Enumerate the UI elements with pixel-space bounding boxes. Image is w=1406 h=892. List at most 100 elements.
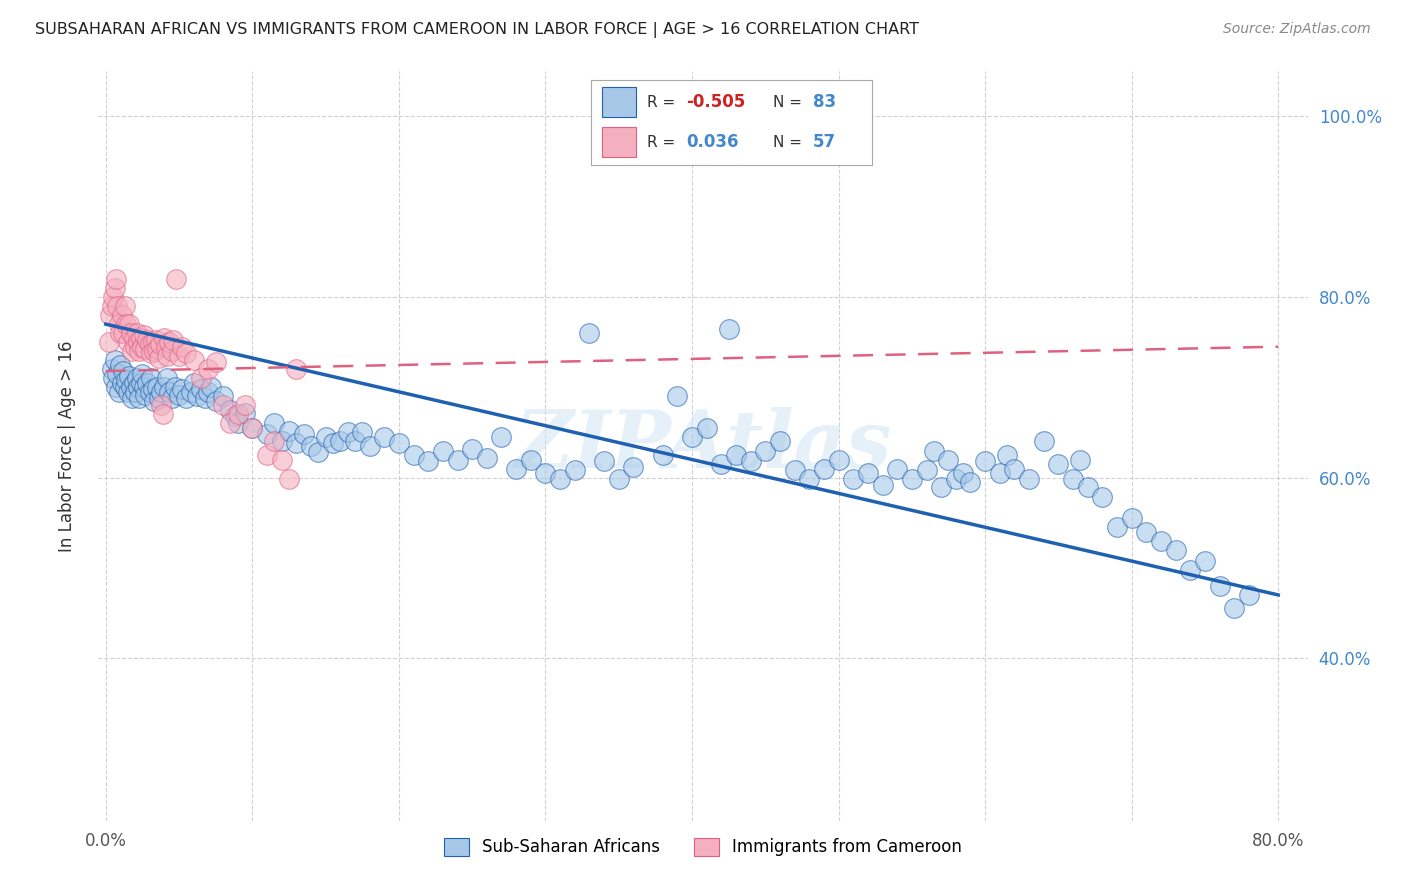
Text: R =: R = [647, 95, 681, 110]
Point [101, 371, 124, 385]
Point [138, 337, 160, 351]
Point [783, 463, 806, 477]
Point [122, 376, 145, 390]
Point [915, 463, 938, 477]
Point [1069, 452, 1091, 467]
Point [129, 331, 152, 345]
Point [125, 326, 148, 340]
Point [165, 272, 187, 286]
Point [548, 472, 571, 486]
Point [240, 421, 263, 435]
Point [149, 337, 172, 351]
Y-axis label: In Labor Force | Age > 16: In Labor Force | Age > 16 [58, 340, 76, 552]
Point [343, 434, 366, 449]
Point [681, 430, 703, 444]
Point [929, 480, 952, 494]
Point [176, 346, 198, 360]
Point [157, 384, 180, 399]
Point [352, 425, 374, 440]
Point [240, 421, 263, 435]
Point [270, 434, 292, 449]
Point [132, 328, 155, 343]
Point [974, 454, 997, 468]
Point [856, 466, 879, 480]
Point [160, 391, 183, 405]
Point [98, 308, 121, 322]
Point [717, 321, 740, 335]
Point [120, 326, 142, 340]
Point [292, 427, 315, 442]
Point [1032, 434, 1054, 449]
Point [131, 340, 153, 354]
Text: Source: ZipAtlas.com: Source: ZipAtlas.com [1223, 22, 1371, 37]
Point [336, 425, 359, 440]
Point [263, 434, 285, 449]
Text: 83: 83 [813, 94, 835, 112]
Point [710, 457, 733, 471]
Point [190, 371, 212, 385]
Point [160, 344, 183, 359]
Point [995, 448, 1018, 462]
Point [534, 466, 557, 480]
Point [143, 393, 166, 408]
Point [1091, 491, 1114, 505]
Point [1237, 588, 1260, 602]
Point [219, 403, 242, 417]
Point [224, 409, 246, 424]
Point [1180, 563, 1202, 577]
Point [107, 367, 129, 381]
Point [299, 439, 322, 453]
Point [621, 459, 644, 474]
Point [1121, 511, 1143, 525]
Text: SUBSAHARAN AFRICAN VS IMMIGRANTS FROM CAMEROON IN LABOR FORCE | AGE > 16 CORRELA: SUBSAHARAN AFRICAN VS IMMIGRANTS FROM CA… [35, 22, 920, 38]
Point [886, 461, 908, 475]
Point [118, 317, 141, 331]
Point [105, 272, 128, 286]
Point [167, 387, 190, 401]
Point [1164, 542, 1187, 557]
Point [107, 299, 129, 313]
Point [1105, 520, 1128, 534]
Point [505, 461, 527, 475]
Point [138, 384, 160, 399]
Point [1077, 480, 1099, 494]
Point [156, 349, 179, 363]
Point [115, 317, 138, 331]
Point [359, 439, 381, 453]
Point [120, 380, 142, 394]
Point [108, 384, 131, 399]
Point [134, 343, 156, 357]
Point [651, 448, 673, 462]
Point [461, 442, 484, 456]
Point [475, 450, 498, 465]
Point [115, 373, 138, 387]
Point [952, 466, 974, 480]
Text: 0.036: 0.036 [686, 133, 738, 151]
Point [278, 472, 301, 486]
Point [148, 391, 170, 405]
Point [163, 380, 186, 394]
Point [901, 472, 924, 486]
Point [101, 290, 124, 304]
Point [122, 331, 145, 345]
Point [131, 367, 153, 381]
Point [256, 448, 278, 462]
Point [121, 391, 143, 405]
Point [491, 430, 513, 444]
Point [1208, 579, 1230, 593]
Point [872, 478, 894, 492]
Point [110, 326, 132, 340]
Point [180, 384, 202, 399]
Point [100, 299, 122, 313]
Point [152, 408, 174, 422]
Point [263, 417, 285, 431]
Point [155, 340, 177, 354]
Point [212, 389, 235, 403]
Point [200, 380, 222, 394]
Point [186, 389, 208, 403]
Point [959, 475, 981, 489]
Point [945, 472, 967, 486]
Point [1062, 472, 1084, 486]
Point [740, 454, 762, 468]
Point [922, 443, 945, 458]
